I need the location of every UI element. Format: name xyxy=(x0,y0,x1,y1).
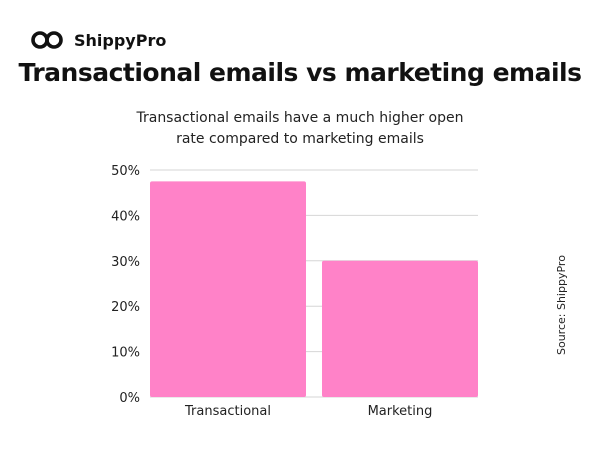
y-tick-label: 10% xyxy=(111,346,140,361)
infinity-link-icon xyxy=(31,31,63,49)
y-tick-label: 50% xyxy=(111,164,140,179)
y-tick-label: 20% xyxy=(111,300,140,315)
x-axis: Transactional Marketing xyxy=(184,404,432,419)
chart-title: Transactional emails vs marketing emails xyxy=(18,58,582,87)
chart-subtitle-line-1: Transactional emails have a much higher … xyxy=(136,110,464,126)
bar-marketing xyxy=(322,260,478,397)
y-tick-label: 40% xyxy=(111,209,140,224)
source-note: Source: ShippyPro xyxy=(555,255,568,355)
y-axis: 0% 10% 20% 30% 40% 50% xyxy=(111,164,140,406)
x-tick-label: Marketing xyxy=(368,404,433,419)
bars xyxy=(150,181,478,397)
brand-name: ShippyPro xyxy=(74,30,167,50)
x-tick-label: Transactional xyxy=(184,404,271,419)
y-tick-label: 0% xyxy=(119,391,140,406)
chart-subtitle: Transactional emails have a much higher … xyxy=(100,108,500,150)
brand-logo: ShippyPro xyxy=(30,30,166,50)
chart-subtitle-line-2: rate compared to marketing emails xyxy=(176,131,424,147)
bar-transactional xyxy=(150,181,306,397)
y-tick-label: 30% xyxy=(111,255,140,270)
